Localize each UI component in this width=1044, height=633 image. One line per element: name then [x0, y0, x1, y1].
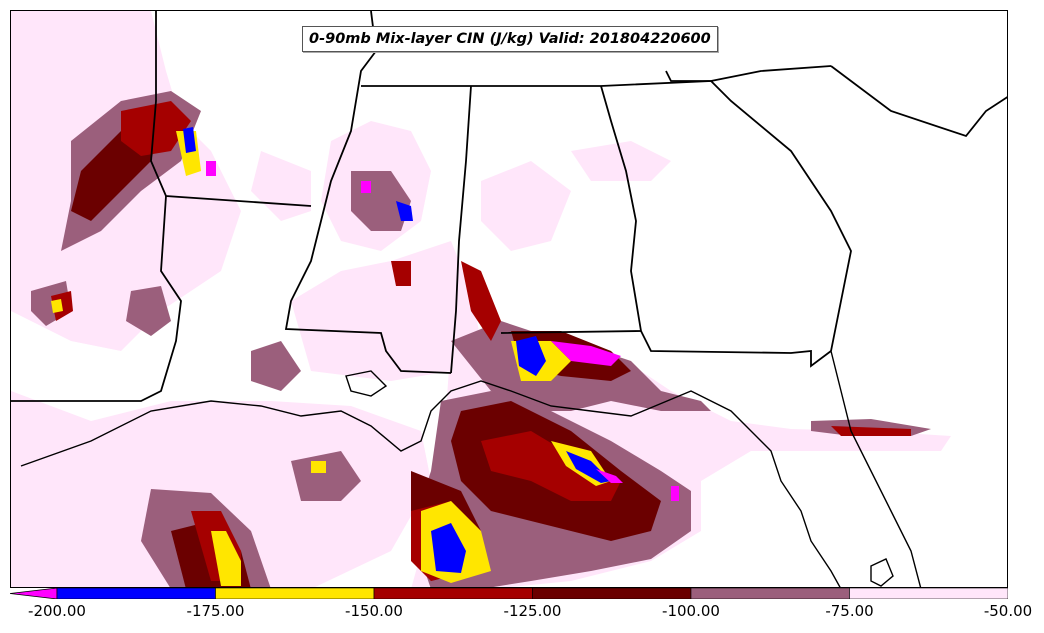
- colorbar-tick-label: -125.00: [503, 602, 562, 620]
- colorbar-tick-label: -75.00: [825, 602, 874, 620]
- colorbar-bin: [373, 588, 533, 599]
- colorbar-bin: [215, 588, 375, 599]
- colorbar-tick-label: -150.00: [345, 602, 403, 620]
- cin-blue-regions: [183, 127, 611, 573]
- cin-magenta-regions: [206, 161, 679, 501]
- cin-mauve-regions: [31, 91, 931, 587]
- cin-field-map: [11, 11, 1007, 587]
- coastline: [20, 350, 922, 587]
- cin-light-pink-regions: [11, 11, 951, 587]
- state-borders: [11, 11, 1007, 402]
- map-title: 0-90mb Mix-layer CIN (J/kg) Valid: 20180…: [302, 26, 718, 52]
- colorbar-bin: [56, 588, 216, 599]
- colorbar-tick-label: -100.00: [662, 602, 720, 620]
- colorbar-tick-label: -175.00: [186, 602, 245, 620]
- colorbar-bin: [849, 588, 1008, 599]
- colorbar-bin: [690, 588, 850, 599]
- colorbar-bin: [532, 588, 692, 599]
- colorbar-extend-triangle: [10, 588, 58, 599]
- colorbar-tick-label: -50.00: [983, 602, 1033, 620]
- colorbar-tick-label: -200.00: [28, 602, 86, 620]
- map-panel: 0-90mb Mix-layer CIN (J/kg) Valid: 20180…: [10, 10, 1008, 588]
- colorbar: [10, 588, 1008, 599]
